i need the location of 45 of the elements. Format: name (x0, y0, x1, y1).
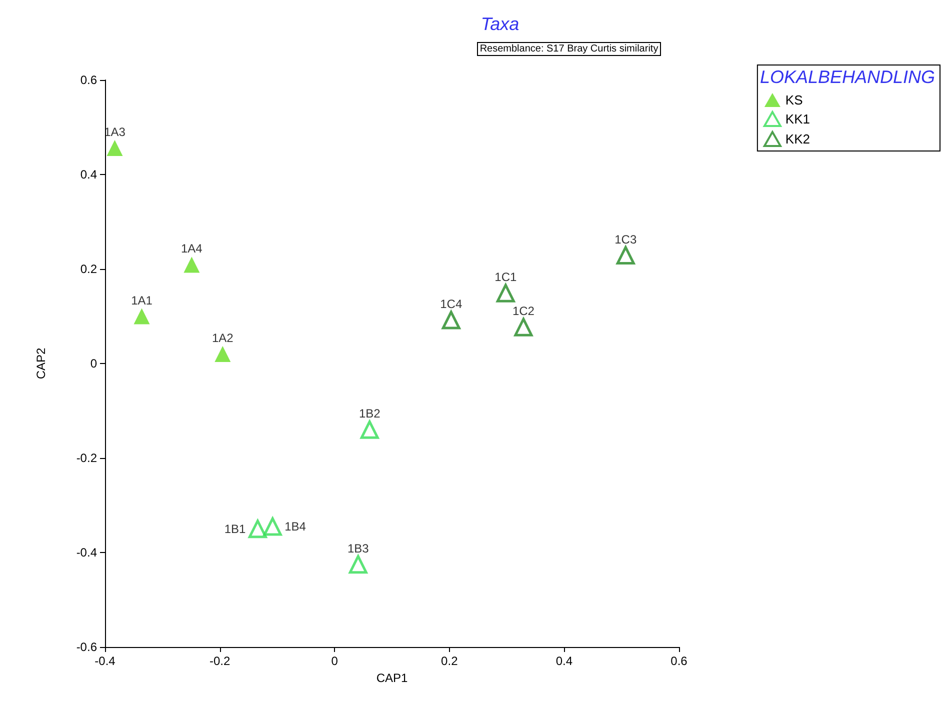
point (184, 256, 200, 273)
annotation: 1A2 (212, 331, 234, 346)
point (360, 420, 379, 439)
annotation: 1C3 (614, 232, 637, 246)
legend-title: LOKALBEHANDLING (760, 67, 935, 87)
point (106, 140, 123, 156)
y-tick-label: -0.2 (76, 451, 98, 465)
y-tick-label: 0 (90, 356, 98, 370)
x-tick-label: -0.2 (209, 654, 230, 668)
y-tick-label: -0.6 (76, 640, 98, 654)
x-tick-label: 0.2 (441, 654, 458, 668)
y-tick-label: 0.2 (80, 262, 98, 276)
annotation: 1A4 (180, 242, 203, 256)
legend-label: KS (785, 92, 804, 108)
x-tick-label: 0.4 (556, 654, 573, 668)
x-axis-title: CAP1 (376, 670, 408, 685)
annotation: 1A1 (131, 293, 153, 308)
point (442, 310, 460, 330)
x-tick-label: -0.4 (94, 654, 116, 668)
annotation: 1C2 (512, 304, 535, 318)
annotation: 1B4 (284, 520, 306, 534)
point (214, 346, 231, 362)
x-tick-label: 0.6 (670, 654, 688, 668)
legend-label: KK2 (785, 132, 810, 146)
annotation: 1B2 (358, 406, 381, 421)
y-tick-label: 0.4 (80, 168, 98, 182)
y-axis-title: CAP2 (34, 348, 48, 380)
annotation: 1B1 (224, 522, 246, 536)
annotation: 1A3 (104, 125, 126, 140)
point (348, 555, 368, 574)
point (514, 318, 533, 336)
legend-label: KK1 (785, 112, 810, 126)
chart-subtitle: Resemblance: S17 Bray Curtis similarity (480, 44, 658, 54)
x-tick-label: 0 (331, 654, 338, 668)
point (248, 520, 267, 538)
point (496, 284, 515, 302)
y-tick-label: -0.4 (76, 546, 98, 560)
annotation: 1C4 (440, 297, 462, 312)
y-tick-label: 0.6 (80, 73, 98, 87)
point (134, 308, 150, 324)
point (616, 246, 635, 265)
point (263, 517, 282, 536)
annotation: 1C1 (494, 270, 517, 284)
annotation: 1B3 (347, 541, 370, 556)
chart-title: Taxa (480, 14, 520, 34)
